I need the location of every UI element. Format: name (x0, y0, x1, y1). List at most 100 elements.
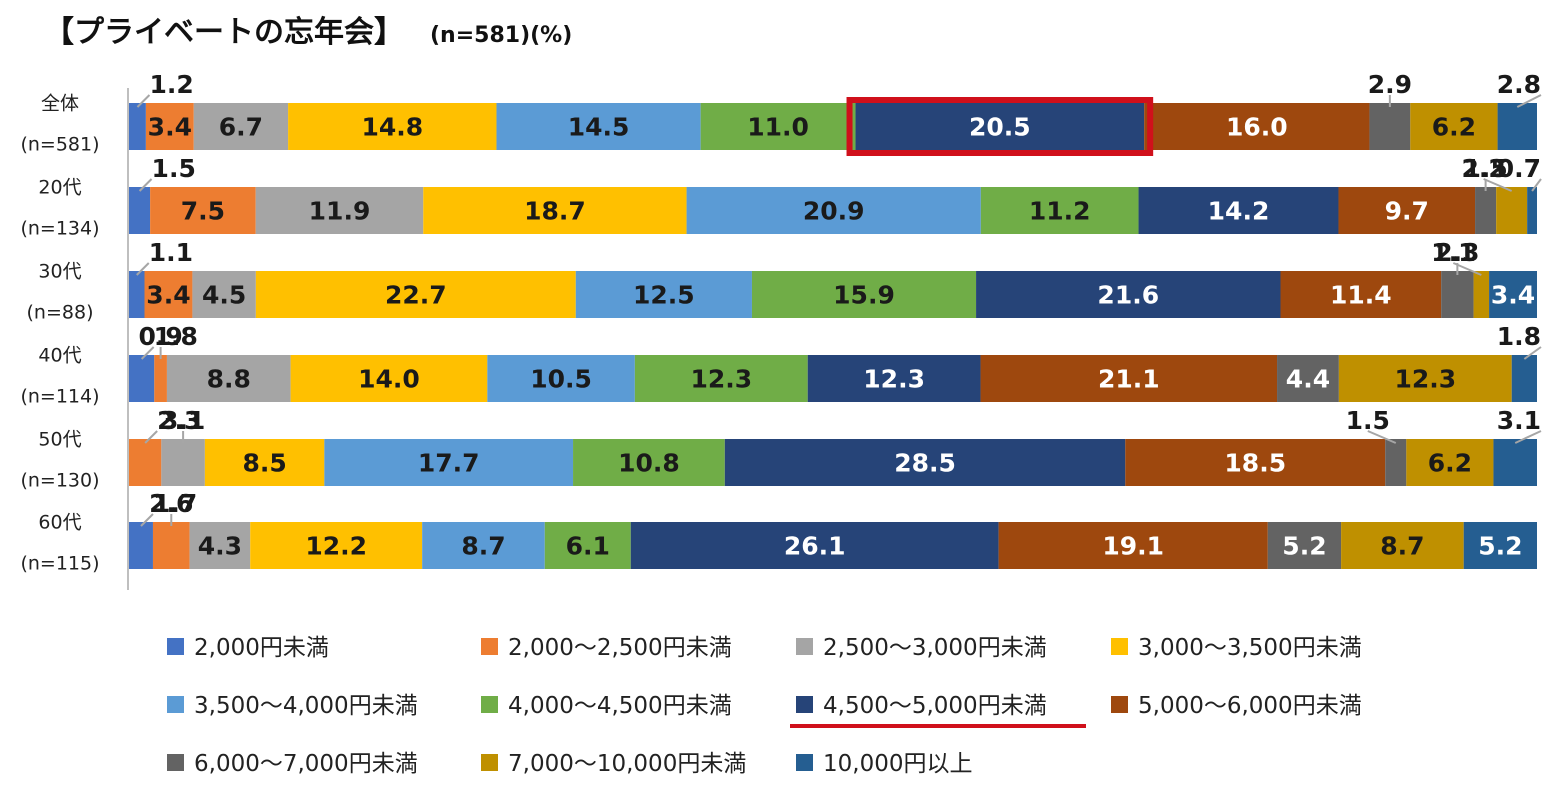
bar-seg-r0-s1 (145, 103, 194, 150)
data-label-r3-s10: 1.8 (1497, 322, 1541, 351)
bar-seg-r2-s6 (976, 271, 1281, 318)
bar-seg-r2-s0 (129, 271, 145, 318)
bar-seg-r2-s1 (144, 271, 193, 318)
bar-seg-r0-s4 (496, 103, 701, 150)
chart-title: 【プライベートの忘年会】 (44, 15, 404, 50)
bar-seg-r2-s9 (1473, 271, 1490, 318)
legend-item-5-000-6-000: 5,000～6,000円未満 (1138, 693, 1362, 719)
data-label-r3-s5: 12.3 (690, 365, 752, 394)
data-label-r0-s9: 6.2 (1432, 113, 1476, 142)
row-label-5: 60代 (38, 512, 81, 534)
data-label-r2-s0: 1.1 (149, 238, 193, 267)
bar-seg-r0-s9 (1410, 103, 1498, 150)
chart-subtitle: (n=581)(%) (430, 23, 572, 48)
data-label-r5-s8: 5.2 (1282, 532, 1326, 561)
row-label-1: 20代 (38, 177, 81, 199)
bar-seg-r4-s10 (1493, 439, 1537, 486)
highlight-box (846, 97, 1154, 156)
data-label-r1-s3: 18.7 (524, 197, 586, 226)
data-label-r1-s2: 11.9 (309, 197, 371, 226)
bar-seg-r3-s2 (166, 355, 291, 402)
data-label-r0-s5: 11.0 (747, 113, 809, 142)
leader-line-r1-s0 (138, 178, 153, 192)
bar-seg-r3-s5 (634, 355, 808, 402)
data-label-r1-s0: 1.5 (152, 154, 196, 183)
legend-swatch-9 (481, 754, 498, 771)
data-label-r5-s3: 12.2 (305, 532, 367, 561)
data-label-r1-s10: 0.7 (1497, 154, 1541, 183)
bar-seg-r4-s4 (324, 439, 574, 486)
data-label-r3-s6: 12.3 (863, 365, 925, 394)
data-label-r2-s1: 3.4 (146, 281, 190, 310)
bar-seg-r2-s8 (1441, 271, 1474, 318)
bar-seg-r5-s8 (1267, 522, 1342, 569)
legend-swatch-6 (796, 696, 813, 713)
bar-seg-r0-s6 (855, 103, 1145, 150)
data-label-r0-s10: 2.8 (1497, 70, 1541, 99)
data-label-r2-s10: 3.4 (1491, 281, 1535, 310)
bar-seg-r1-s6 (1138, 187, 1339, 234)
data-label-r0-s2: 6.7 (219, 113, 263, 142)
bar-seg-r4-s7 (1125, 439, 1386, 486)
data-label-r2-s5: 15.9 (833, 281, 895, 310)
data-label-r5-s9: 8.7 (1380, 532, 1424, 561)
bar-seg-r3-s6 (807, 355, 981, 402)
data-label-r2-s9: 1.1 (1431, 238, 1475, 267)
bar-seg-r0-s10 (1497, 103, 1537, 150)
bar-seg-r0-s2 (193, 103, 289, 150)
data-label-r1-s4: 20.9 (803, 197, 865, 226)
bar-rows: 全体 (n=581) 1.2 3.4 6.7 14.8 14.5 11.0 20.5 16.0 2.… (20, 70, 1542, 575)
data-label-r5-s1: 2.6 (149, 489, 193, 518)
leader-line-r2-s0 (136, 262, 150, 276)
data-label-r3-s8: 4.4 (1286, 365, 1330, 394)
row-n-3: (n=114) (20, 386, 99, 408)
leader-line-r0-s0 (136, 94, 151, 108)
bar-seg-r4-s6 (724, 439, 1126, 486)
bar-seg-r5-s4 (422, 522, 545, 569)
data-label-r3-s9: 12.3 (1394, 365, 1456, 394)
bar-seg-r3-s4 (487, 355, 635, 402)
data-label-r4-s6: 28.5 (894, 449, 956, 478)
bar-seg-r3-s0 (129, 355, 155, 402)
leader-line-r0-s10 (1516, 94, 1542, 108)
bar-seg-r5-s7 (998, 522, 1268, 569)
data-label-r4-s8: 1.5 (1346, 406, 1390, 435)
data-label-r0-s0: 1.2 (149, 70, 193, 99)
data-label-r2-s8: 2.3 (1435, 238, 1479, 267)
row-n-1: (n=134) (20, 218, 99, 240)
data-label-r1-s5: 11.2 (1029, 197, 1091, 226)
bar-seg-r5-s3 (250, 522, 423, 569)
data-label-r1-s8: 1.5 (1463, 154, 1507, 183)
data-label-r5-s5: 6.1 (566, 532, 610, 561)
bar-seg-r4-s8 (1385, 439, 1407, 486)
bar-seg-r1-s3 (423, 187, 687, 234)
bar-seg-r4-s2 (161, 439, 205, 486)
data-label-r4-s2: 3.1 (161, 406, 205, 435)
bar-seg-r3-s7 (980, 355, 1278, 402)
bar-seg-r2-s7 (1280, 271, 1442, 318)
data-label-r0-s1: 3.4 (148, 113, 192, 142)
bar-seg-r2-s4 (575, 271, 752, 318)
leader-line-r3-s0 (140, 346, 155, 360)
leader-line-r1-s10 (1531, 178, 1542, 192)
legend-swatch-5 (481, 696, 498, 713)
data-label-r4-s1: 2.3 (157, 406, 201, 435)
leader-line-r1-s9 (1483, 178, 1513, 192)
data-label-r2-s3: 22.7 (385, 281, 447, 310)
bar-seg-r3-s8 (1277, 355, 1339, 402)
data-label-r2-s4: 12.5 (633, 281, 695, 310)
bar-seg-r3-s1 (154, 355, 167, 402)
data-label-r3-s0: 1.8 (154, 322, 198, 351)
leader-line-r4-s10 (1514, 430, 1542, 444)
legend-swatch-2 (796, 638, 813, 655)
data-label-r3-s7: 21.1 (1098, 365, 1160, 394)
bar-seg-r1-s0 (129, 187, 151, 234)
data-label-r4-s7: 18.5 (1224, 449, 1286, 478)
bar-seg-r0-s7 (1144, 103, 1370, 150)
legend-item-3-000-3-500: 3,000～3,500円未満 (1138, 635, 1362, 661)
bar-seg-r2-s10 (1489, 271, 1537, 318)
row-n-0: (n=581) (20, 134, 99, 156)
legend-item-2-000: 2,000円未満 (194, 635, 329, 661)
data-label-r4-s9: 6.2 (1428, 449, 1472, 478)
